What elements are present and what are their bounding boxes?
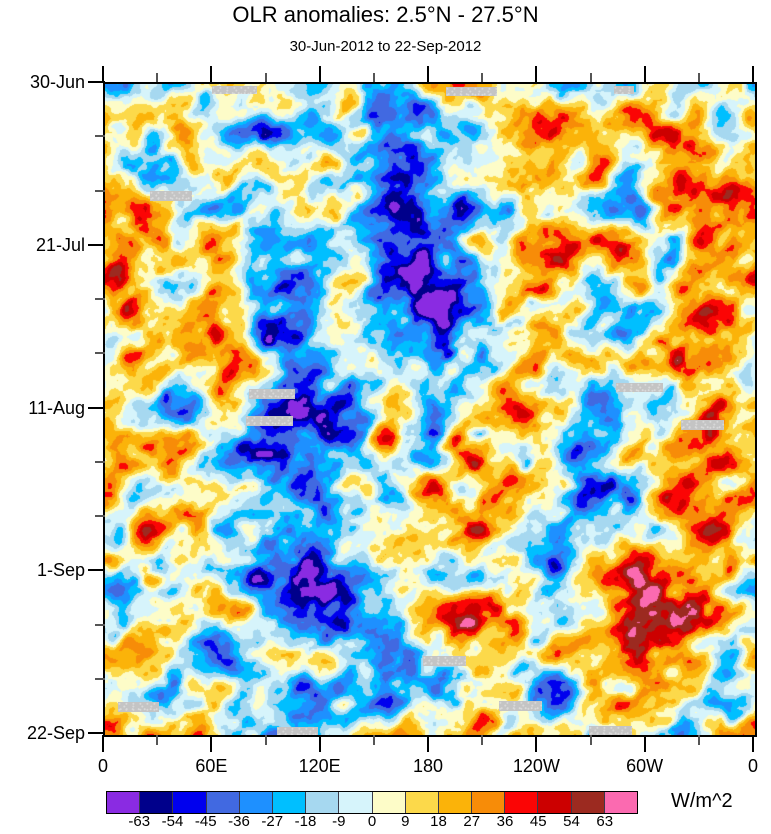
colorbar-tick-label: 54 bbox=[563, 813, 580, 830]
x-axis-major-tick bbox=[318, 735, 321, 752]
x-axis-top-minor-tick bbox=[589, 73, 592, 82]
x-axis-label: 120W bbox=[512, 756, 560, 776]
colorbar-tick-label: -63 bbox=[128, 813, 151, 830]
y-axis-minor-tick bbox=[95, 352, 105, 355]
x-axis-major-tick bbox=[210, 735, 213, 752]
x-axis-top-major-tick bbox=[752, 66, 754, 82]
colorbar-tick-label: 36 bbox=[496, 813, 514, 830]
x-axis-label: 0 bbox=[97, 756, 109, 776]
x-axis-label: 120E bbox=[298, 756, 341, 776]
x-axis-label: 0 bbox=[747, 756, 759, 776]
x-axis-label: 60E bbox=[195, 756, 228, 776]
x-axis-top-major-tick bbox=[102, 66, 104, 82]
x-axis-top-minor-tick bbox=[697, 73, 700, 82]
colorbar[interactable] bbox=[106, 791, 638, 814]
colorbar-swatch[interactable] bbox=[107, 792, 141, 813]
colorbar-swatch[interactable] bbox=[140, 792, 174, 813]
x-axis-minor-tick bbox=[697, 735, 700, 745]
colorbar-tick-label: 18 bbox=[430, 813, 447, 830]
colorbar-swatch[interactable] bbox=[538, 792, 572, 813]
colorbar-unit-label: W/m^2 bbox=[671, 790, 733, 812]
colorbar-tick-label: -27 bbox=[261, 813, 284, 830]
y-axis-label: 21-Jul bbox=[35, 234, 85, 255]
colorbar-swatch[interactable] bbox=[571, 792, 605, 813]
x-axis-major-tick bbox=[752, 735, 754, 752]
colorbar-swatch[interactable] bbox=[604, 792, 637, 813]
y-axis-major-tick bbox=[88, 732, 105, 734]
x-axis-top-major-tick bbox=[643, 66, 646, 82]
colorbar-swatch[interactable] bbox=[505, 792, 539, 813]
colorbar-swatch[interactable] bbox=[206, 792, 240, 813]
colorbar-tick-label: 27 bbox=[463, 813, 481, 830]
y-axis-major-tick bbox=[88, 406, 105, 409]
colorbar-tick-labels: -63 -54 -45 -36 -27 -18 -9 0 9 18 27 36 45 54 63 bbox=[106, 814, 638, 834]
y-axis-major-tick bbox=[88, 243, 105, 246]
x-axis-minor-tick bbox=[372, 735, 375, 745]
colorbar-tick-label: -45 bbox=[194, 813, 217, 830]
colorbar-tick-label: -36 bbox=[228, 813, 250, 830]
colorbar-swatch[interactable] bbox=[306, 792, 340, 813]
colorbar-swatch[interactable] bbox=[405, 792, 439, 813]
y-axis-minor-tick bbox=[95, 623, 105, 626]
contour-field-canvas bbox=[105, 84, 755, 735]
y-axis-minor-tick bbox=[95, 515, 105, 517]
y-axis-minor-tick bbox=[95, 189, 105, 192]
colorbar-tick-label: -18 bbox=[294, 813, 317, 830]
colorbar-swatch[interactable] bbox=[173, 792, 207, 813]
colorbar-tick-label: 63 bbox=[596, 813, 614, 830]
y-axis-label: 30-Jun bbox=[29, 72, 85, 92]
y-axis-minor-tick bbox=[95, 677, 105, 680]
colorbar-tick-label: -9 bbox=[332, 813, 346, 830]
x-axis-top-minor-tick bbox=[264, 73, 267, 82]
x-axis-top-minor-tick bbox=[156, 73, 159, 82]
y-axis-major-tick bbox=[88, 569, 105, 572]
x-axis-top-major-tick bbox=[318, 66, 321, 82]
x-axis-top-major-tick bbox=[427, 66, 429, 82]
x-axis-top-minor-tick bbox=[372, 73, 375, 82]
colorbar-swatch[interactable] bbox=[438, 792, 473, 813]
x-axis-top-major-tick bbox=[535, 66, 538, 82]
x-axis-top-major-tick bbox=[210, 66, 213, 82]
colorbar-tick-label: 9 bbox=[401, 813, 410, 830]
x-axis-minor-tick bbox=[589, 735, 592, 745]
hovmoller-plot-area bbox=[103, 82, 757, 737]
x-axis-top-minor-tick bbox=[481, 73, 484, 82]
colorbar-tick-label: 45 bbox=[529, 813, 547, 830]
x-axis-minor-tick bbox=[156, 735, 159, 745]
page-subtitle: 30-Jun-2012 to 22-Sep-2012 bbox=[289, 38, 482, 55]
colorbar-swatch[interactable] bbox=[472, 792, 506, 813]
colorbar-swatch[interactable] bbox=[372, 792, 406, 813]
x-axis-label: 180 bbox=[412, 756, 444, 776]
x-axis-major-tick bbox=[427, 735, 429, 752]
colorbar-tick-label: 0 bbox=[367, 813, 377, 830]
x-axis-major-tick bbox=[643, 735, 646, 752]
x-axis-major-tick bbox=[102, 735, 104, 752]
page-title: OLR anomalies: 2.5°N - 27.5°N bbox=[232, 2, 539, 27]
y-axis-minor-tick bbox=[95, 460, 105, 463]
colorbar-swatch[interactable] bbox=[239, 792, 273, 813]
y-axis-label: 11-Aug bbox=[28, 397, 85, 418]
colorbar-swatch[interactable] bbox=[272, 792, 307, 813]
y-axis-label: 22-Sep bbox=[26, 723, 85, 743]
y-axis-label: 1-Sep bbox=[36, 560, 85, 581]
y-axis-minor-tick bbox=[95, 298, 105, 300]
y-axis-major-tick bbox=[88, 81, 105, 83]
x-axis-minor-tick bbox=[264, 735, 267, 745]
y-axis-minor-tick bbox=[95, 135, 105, 138]
x-axis-minor-tick bbox=[481, 735, 484, 745]
x-axis-label: 60W bbox=[626, 756, 664, 776]
colorbar-tick-label: -54 bbox=[161, 813, 184, 830]
colorbar-swatch[interactable] bbox=[339, 792, 373, 813]
x-axis-major-tick bbox=[535, 735, 538, 752]
